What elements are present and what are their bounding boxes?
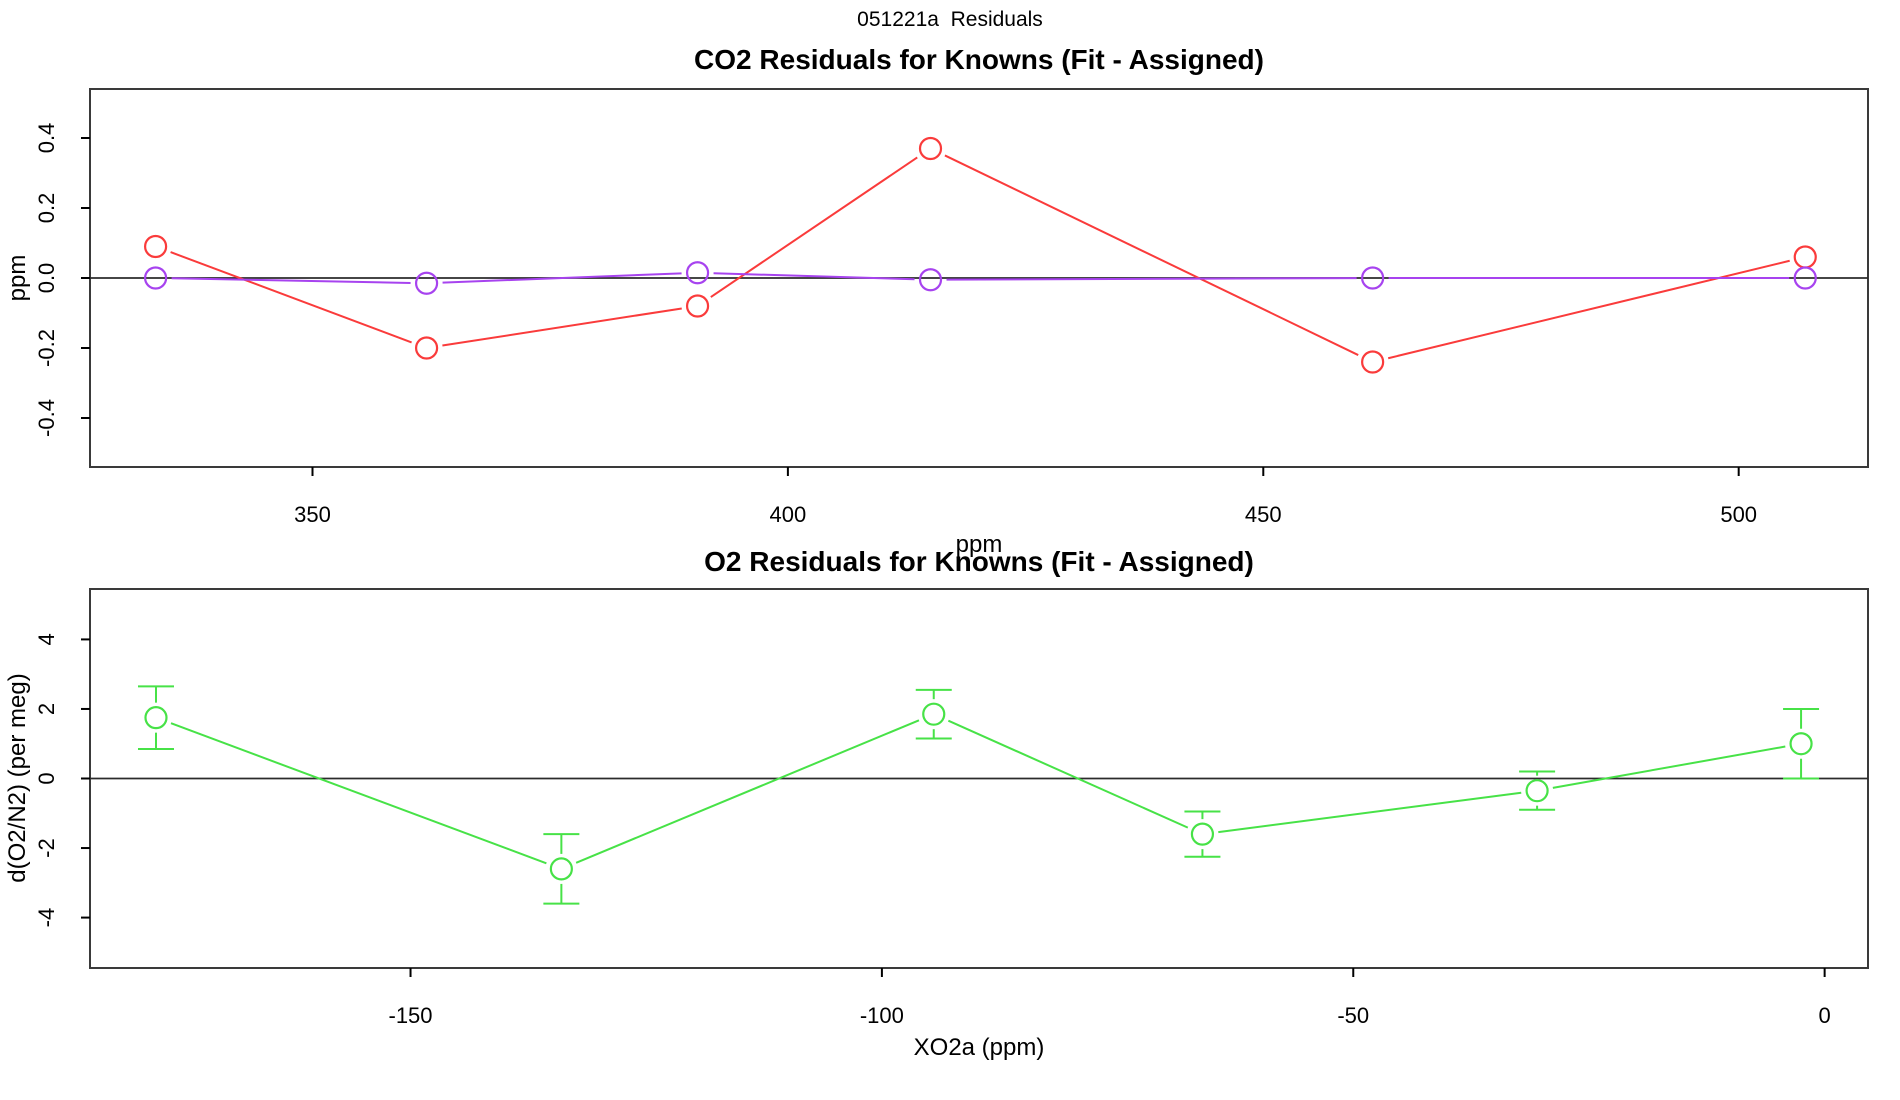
x-axis-ticks: 350 400 450 500 <box>294 467 1757 527</box>
x-tick-label: -100 <box>860 1003 904 1028</box>
data-point-marker <box>922 702 946 726</box>
data-point-marker <box>1361 350 1385 374</box>
data-point-marker <box>414 271 439 295</box>
y-axis-ticks: -4 -2 0 2 4 <box>34 633 90 927</box>
series-o2-residual-green <box>137 685 1820 905</box>
x-tick-label: -150 <box>389 1003 433 1028</box>
y-tick-label: 0.0 <box>34 263 59 294</box>
y-tick-label: 0.2 <box>34 193 59 224</box>
series-co2-residual-red <box>144 136 1817 374</box>
data-point-marker <box>1793 245 1817 269</box>
co2-plot: 350 400 450 500 -0.4 -0.2 0.0 0.2 0.4 <box>34 88 1869 527</box>
data-point-marker <box>685 261 710 285</box>
x-tick-label: 400 <box>770 502 807 527</box>
x-tick-label: -50 <box>1337 1003 1369 1028</box>
data-point-marker <box>144 234 168 259</box>
data-point-marker <box>549 857 573 881</box>
data-point-marker <box>1361 266 1385 290</box>
o2-plot: -150 -100 -50 0 -4 -2 0 2 4 <box>34 588 1869 1028</box>
data-point-marker <box>144 706 168 730</box>
y-tick-label: 2 <box>34 703 59 715</box>
x-tick-label: 500 <box>1720 502 1757 527</box>
y-tick-label: 0 <box>34 772 59 784</box>
y-tick-label: -2 <box>34 838 59 858</box>
data-point-marker <box>1190 822 1215 846</box>
x-axis-ticks: -150 -100 -50 0 <box>389 968 1831 1028</box>
y-axis-ticks: -0.4 -0.2 0.0 0.2 0.4 <box>34 123 90 437</box>
data-point-marker <box>144 266 168 290</box>
data-point-marker <box>1789 732 1813 756</box>
y-tick-label: 0.4 <box>34 123 59 154</box>
y-tick-label: 4 <box>34 633 59 645</box>
data-point-marker <box>1793 266 1817 290</box>
data-point-marker <box>918 136 943 161</box>
x-tick-label: 0 <box>1819 1003 1831 1028</box>
y-tick-label: -4 <box>34 908 59 928</box>
data-point-marker <box>414 336 439 360</box>
y-tick-label: -0.2 <box>34 329 59 367</box>
x-tick-label: 450 <box>1245 502 1282 527</box>
data-point-marker <box>1525 779 1549 803</box>
series-co2-residual-purple <box>144 261 1817 295</box>
x-tick-label: 350 <box>294 502 331 527</box>
y-tick-label: -0.4 <box>34 399 59 437</box>
data-point-marker <box>685 294 710 318</box>
data-point-marker <box>918 268 943 292</box>
